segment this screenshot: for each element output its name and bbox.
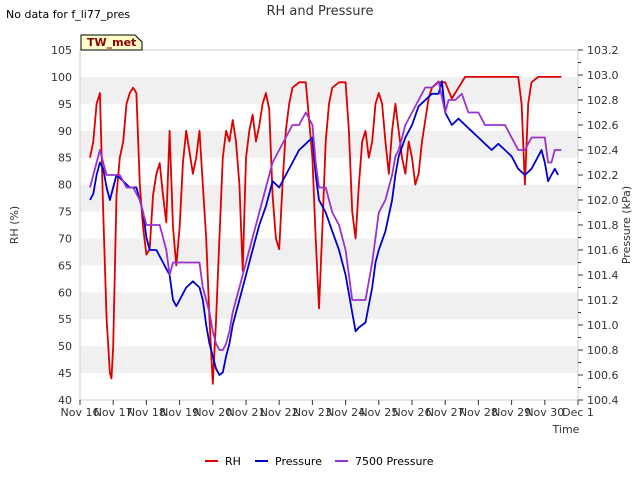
x-tick-label: Nov 16 (61, 406, 100, 419)
series-layer (89, 76, 562, 385)
x-tick-label: Nov 23 (293, 406, 332, 419)
legend-label: RH (225, 455, 241, 468)
y-right-tick-label: 100.4 (587, 394, 619, 407)
x-tick-label: Nov 27 (426, 406, 465, 419)
y-left-tick-label: 45 (58, 367, 72, 380)
y-left-tick-label: 55 (58, 313, 72, 326)
y-right-tick-label: 102.6 (587, 119, 619, 132)
x-tick-label: Nov 22 (260, 406, 299, 419)
y-left-tick-label: 40 (58, 394, 72, 407)
grid-band (80, 346, 578, 374)
y-left-tick-label: 90 (58, 125, 72, 138)
x-tick-label: Dec 1 (562, 406, 594, 419)
y-right-tick-label: 101.6 (587, 244, 619, 257)
y-right-tick-label: 102.4 (587, 144, 619, 157)
y-left-tick-label: 80 (58, 179, 72, 192)
x-tick-label: Nov 28 (459, 406, 498, 419)
legend-label: 7500 Pressure (355, 455, 434, 468)
site-badge: TW_met (80, 34, 143, 51)
y-right-tick-label: 101.2 (587, 294, 619, 307)
grid-band (80, 50, 578, 77)
x-tick-label: Nov 17 (94, 406, 133, 419)
y-left-tick-label: 95 (58, 98, 72, 111)
y-left-tick-label: 60 (58, 286, 72, 299)
legend-label: Pressure (275, 455, 322, 468)
y-right-tick-label: 101.4 (587, 269, 619, 282)
x-tick-label: Nov 18 (127, 406, 166, 419)
series-line-pressure (89, 80, 559, 376)
x-axis-label: Time (552, 423, 580, 436)
grid-bands (80, 50, 578, 400)
grid-band (80, 373, 578, 400)
y-right-tick-label: 103.2 (587, 44, 619, 57)
y-right-tick-label: 100.8 (587, 344, 619, 357)
grid-band (80, 292, 578, 320)
y-right-tick-label: 101.0 (587, 319, 619, 332)
y-left-tick-label: 85 (58, 152, 72, 165)
y-right-tick-label: 101.8 (587, 219, 619, 232)
y-right-tick-label: 102.2 (587, 169, 619, 182)
x-tick-label: Nov 19 (160, 406, 199, 419)
grid-band (80, 265, 578, 293)
legend: RH Pressure 7500 Pressure (205, 455, 434, 468)
y-axis-left-label: RH (%) (8, 206, 21, 244)
y-left-tick-label: 50 (58, 340, 72, 353)
grid-band (80, 157, 578, 185)
y-left-tick-label: 75 (58, 206, 72, 219)
chart-title: RH and Pressure (266, 4, 373, 19)
y-left-tick-label: 100 (51, 71, 72, 84)
right-axis: 100.4 100.6 100.8 101.0 101.2 101.4 101.6 101.8… (578, 44, 619, 407)
y-left-tick-label: 70 (58, 232, 72, 245)
no-data-note: No data for f_li77_pres (6, 8, 130, 21)
x-tick-label: Nov 30 (525, 406, 564, 419)
y-right-tick-label: 102.8 (587, 94, 619, 107)
left-axis: 40 45 50 55 60 65 70 75 80 85 90 95 100 105 (51, 44, 72, 407)
grid-band (80, 238, 578, 266)
site-badge-text: TW_met (87, 36, 136, 49)
x-tick-label: Nov 20 (193, 406, 232, 419)
x-tick-label: Nov 29 (492, 406, 531, 419)
x-tick-label: Nov 21 (227, 406, 266, 419)
x-tick-label: Nov 25 (359, 406, 398, 419)
y-left-tick-label: 105 (51, 44, 72, 57)
y-right-tick-label: 103.0 (587, 69, 619, 82)
grid-band (80, 319, 578, 347)
y-right-tick-label: 100.6 (587, 369, 619, 382)
series-line-rh (89, 76, 562, 385)
y-axis-right-label: Pressure (kPa) (620, 186, 633, 264)
site-badge-box (80, 34, 143, 51)
y-left-tick-label: 65 (58, 259, 72, 272)
x-tick-label: Nov 24 (326, 406, 365, 419)
y-right-tick-label: 102.0 (587, 194, 619, 207)
series-line-7500-pressure (89, 80, 562, 351)
x-tick-label: Nov 26 (393, 406, 432, 419)
grid-band (80, 130, 578, 158)
